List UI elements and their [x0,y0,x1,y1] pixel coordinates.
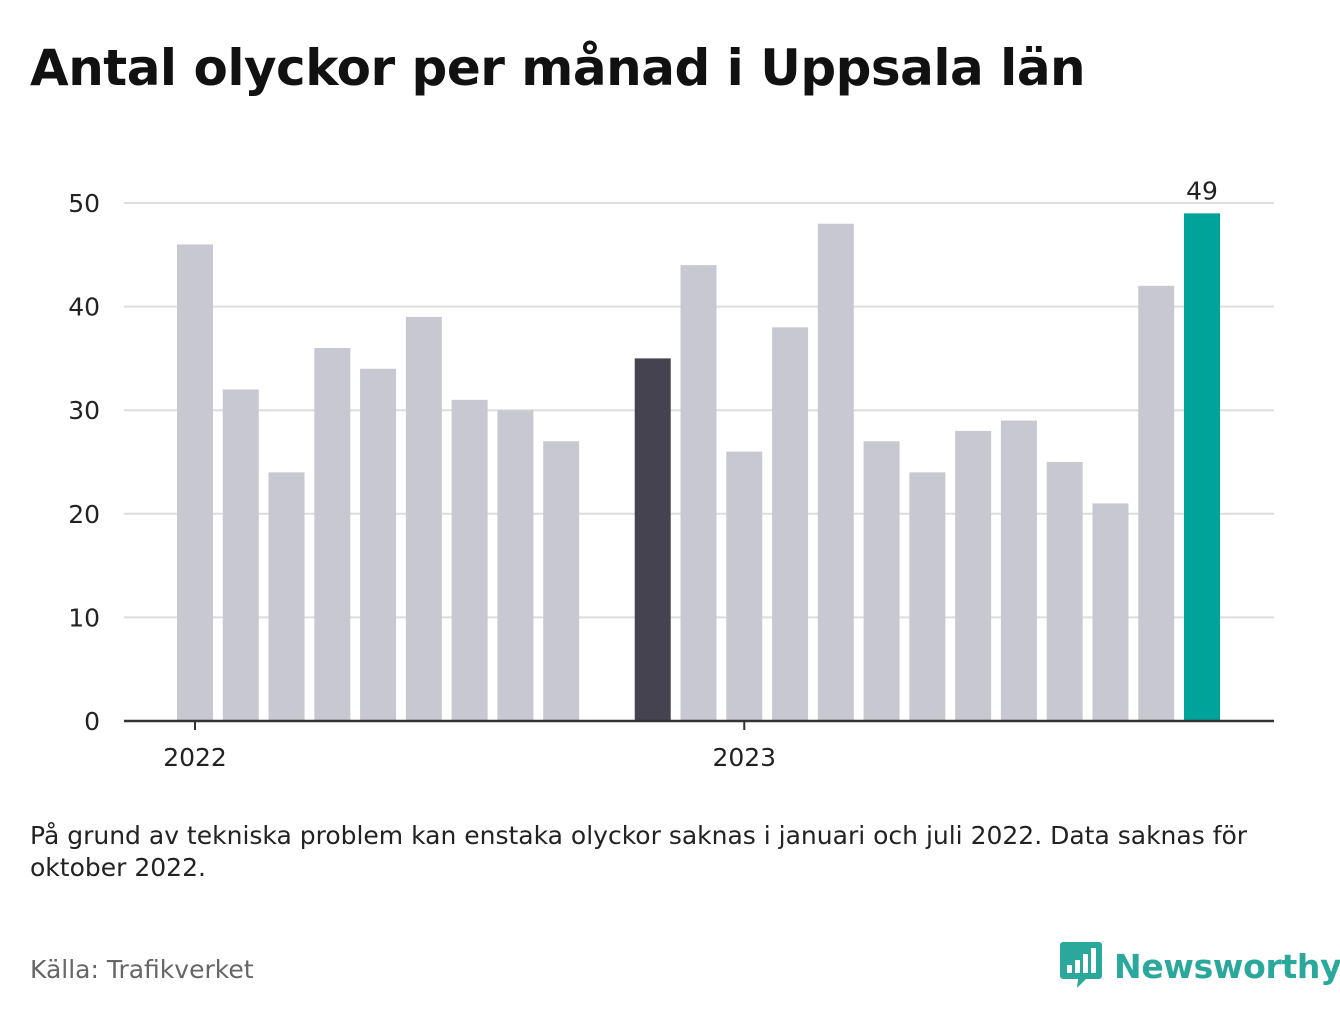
bar [634,358,671,721]
x-axis: 2022 2023 [124,719,1274,772]
x-tick-label: 2022 [163,743,227,772]
bar [268,472,305,721]
source-credit: Källa: Trafikverket [30,955,254,984]
bar [177,244,213,721]
bar [772,327,809,721]
chart-title: Antal olyckor per månad i Uppsala län [30,39,1086,97]
bar [1138,285,1175,721]
bar [405,316,442,721]
y-tick-label: 20 [68,500,100,529]
x-tick-label: 2023 [712,743,776,772]
chart-footnote: På grund av tekniska problem kan enstaka… [30,821,1248,882]
brand-name: Newsworthy [1114,946,1340,986]
bar [726,451,763,721]
y-tick-label: 30 [68,396,100,425]
bar [451,399,488,721]
data-labels: 49 [1186,176,1218,205]
y-tick-label: 50 [68,189,100,218]
bar [680,265,717,721]
bars [177,213,1220,722]
bar [1000,420,1037,721]
y-tick-label: 10 [68,603,100,632]
bar-chart: 0 10 20 30 40 50 2022 2023 49 [68,176,1274,772]
bar [1184,213,1220,722]
bar-chart-speech-bubble-icon [1060,942,1102,988]
bar [314,348,351,721]
data-label: 49 [1186,176,1218,205]
bar [497,410,534,721]
y-tick-label: 0 [84,707,100,736]
bar [1092,503,1129,721]
bar [360,368,397,721]
bar [222,389,259,721]
bar [909,472,946,721]
bar [863,441,900,721]
bar [817,223,854,721]
y-axis-tick-labels: 0 10 20 30 40 50 [68,189,100,736]
y-tick-label: 40 [68,293,100,322]
bar [543,441,580,721]
bar [955,430,992,721]
bar [1046,462,1083,721]
brand-logo[interactable]: Newsworthy [1060,940,1340,992]
